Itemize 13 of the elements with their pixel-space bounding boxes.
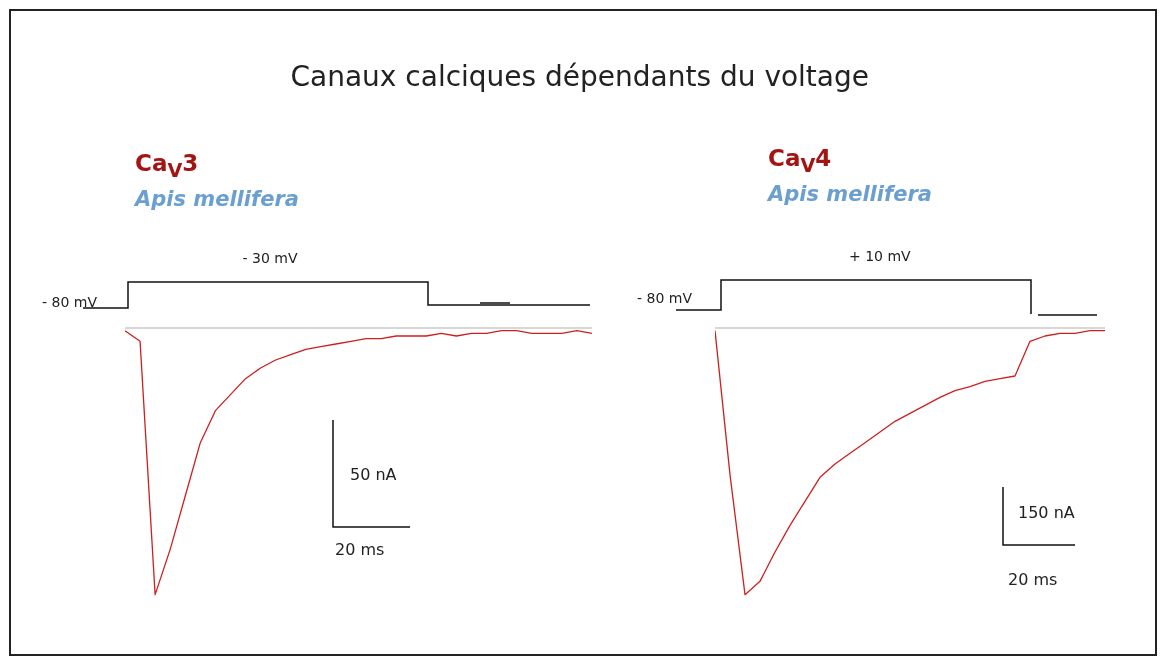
annotation: 150 nA <box>1018 503 1075 522</box>
text: + 10 mV <box>849 248 911 264</box>
annotation: 20 ms <box>335 540 385 559</box>
chart-subtitle: Apis mellifera <box>768 182 932 206</box>
annotation: 50 nA <box>350 465 397 484</box>
chart-subtitle: Apis mellifera <box>135 187 299 211</box>
text: - 80 mV <box>42 294 97 310</box>
chart-title: Ca$_{V}$4 <box>768 145 832 177</box>
text: - 80 mV <box>637 290 692 306</box>
text: - 30 mV <box>242 250 298 266</box>
annotation: 20 ms <box>1008 570 1058 589</box>
chart-title: Ca$_{V}$3 <box>135 150 199 182</box>
text: Canaux calciques dépendants du voltage <box>290 60 869 93</box>
